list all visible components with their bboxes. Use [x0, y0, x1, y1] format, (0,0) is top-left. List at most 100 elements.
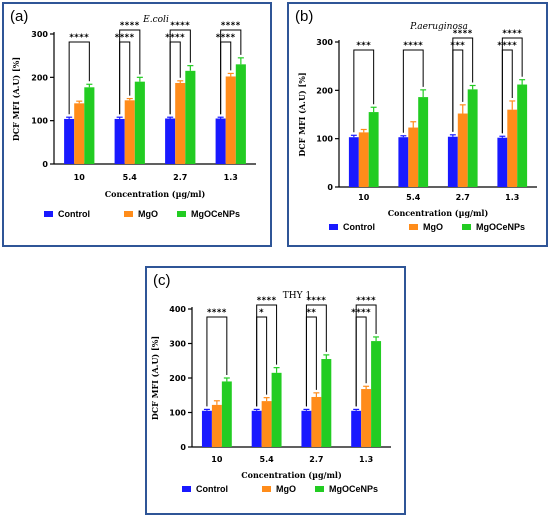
x-tick-label: 2.7 [309, 455, 323, 464]
x-tick-label: 5.4 [260, 455, 275, 464]
significance-bracket [402, 49, 424, 133]
significance-label: **** [221, 21, 241, 31]
bar-control-2.7 [301, 410, 312, 447]
significance-label: **** [170, 21, 190, 31]
y-tick-label: 200 [31, 73, 48, 82]
legend-label-mgo: MgO [276, 484, 296, 494]
bar-control-1.3 [215, 118, 226, 164]
significance-bracket [501, 37, 523, 134]
legend-swatch-mgocenps [315, 486, 324, 492]
significance-label: **** [69, 33, 89, 43]
bar-control-5.4 [398, 137, 409, 187]
chart-svg: P.aeruginosa 0 100 200 300 DCF MFI (A.U) [%] 1… [297, 22, 537, 232]
y-tick-label: 0 [180, 443, 186, 452]
panel-label-a: (a) [10, 8, 29, 25]
legend-label-control: Control [343, 222, 375, 232]
y-tick-label: 400 [169, 305, 186, 314]
bar-control-5.4 [251, 410, 262, 447]
legend-swatch-control [44, 211, 53, 217]
panel-label-c: (c) [153, 272, 171, 289]
legend-label-control: Control [58, 209, 90, 219]
bar-control-10 [201, 410, 212, 447]
panel-label-b: (b) [295, 8, 314, 25]
significance-bracket [452, 37, 474, 132]
significance-bracket [256, 304, 278, 407]
bar-control-2.7 [447, 136, 458, 187]
y-axis-label: DCF MFI (A.U) [%] [297, 72, 307, 156]
x-axis-label: Concentration (µg/ml) [388, 208, 489, 218]
bar-mgocenps-1.3 [371, 341, 382, 447]
x-tick-label: 1.3 [224, 173, 238, 182]
legend-label-mgocenps: MgOCeNPs [191, 209, 240, 219]
x-tick-label: 1.3 [359, 455, 373, 464]
bar-control-10 [348, 137, 359, 187]
bar-mgocenps-1.3 [517, 84, 528, 187]
bar-mgocenps-1.3 [235, 64, 246, 164]
x-tick-label: 2.7 [456, 193, 470, 202]
bar-mgocenps-10 [221, 381, 232, 447]
chart-title: THY 1 [283, 291, 311, 301]
bar-mgo-1.3 [507, 109, 518, 187]
chart-title: P.aeruginosa [409, 22, 468, 32]
bar-mgo-2.7 [457, 113, 468, 187]
bar-mgo-5.4 [408, 127, 419, 187]
x-tick-label: 10 [74, 173, 86, 182]
significance-label: **** [120, 21, 140, 31]
significance-label: **** [403, 41, 423, 51]
bar-control-10 [64, 118, 75, 164]
legend-swatch-mgo [262, 486, 271, 492]
significance-label: **** [216, 33, 236, 43]
significance-bracket [220, 29, 242, 115]
y-tick-label: 0 [327, 183, 333, 192]
bar-mgocenps-10 [368, 112, 379, 187]
legend-swatch-mgo [124, 211, 133, 217]
y-tick-label: 200 [169, 374, 186, 383]
significance-label: **** [257, 296, 277, 306]
chart-title: E.coli [142, 15, 169, 25]
y-axis-label: DCF MFI (A.U) [%] [11, 57, 21, 141]
significance-label: **** [497, 41, 517, 51]
y-tick-label: 300 [31, 30, 48, 39]
bar-mgocenps-2.7 [321, 359, 332, 447]
significance-label: ** [306, 308, 316, 318]
significance-label: **** [306, 296, 326, 306]
legend-swatch-mgo [409, 224, 418, 230]
y-tick-label: 200 [316, 86, 333, 95]
significance-bracket [206, 316, 228, 407]
legend-label-mgocenps: MgOCeNPs [329, 484, 378, 494]
bar-mgo-1.3 [225, 76, 236, 164]
bar-control-2.7 [165, 118, 176, 164]
significance-label: **** [502, 29, 522, 39]
y-tick-label: 300 [316, 38, 333, 47]
y-tick-label: 100 [316, 135, 333, 144]
legend-swatch-mgocenps [462, 224, 471, 230]
significance-bracket [119, 29, 141, 115]
x-tick-label: 10 [358, 193, 370, 202]
x-tick-label: 10 [211, 455, 223, 464]
x-tick-label: 1.3 [505, 193, 519, 202]
y-tick-label: 300 [169, 340, 186, 349]
y-tick-label: 100 [169, 409, 186, 418]
significance-bracket [68, 41, 90, 115]
bar-mgocenps-2.7 [185, 70, 196, 164]
chart-panel-a: (a) E.coli 0 100 200 300 DCF MFI (A.U) [%] 10 5… [2, 2, 272, 247]
significance-label: **** [165, 33, 185, 43]
significance-label: * [259, 308, 264, 318]
x-axis-label: Concentration (µg/ml) [241, 470, 342, 480]
bar-mgo-2.7 [311, 396, 322, 447]
bar-control-1.3 [351, 410, 362, 447]
x-tick-label: 2.7 [173, 173, 187, 182]
bar-mgocenps-2.7 [467, 89, 478, 187]
legend-label-mgocenps: MgOCeNPs [476, 222, 525, 232]
y-tick-label: 0 [42, 160, 48, 169]
significance-bracket [256, 316, 268, 407]
bar-mgo-5.4 [261, 401, 272, 447]
chart-svg: THY 1 0 100 200 300 400 DCF MFI (A.U) [%] 10 5.4… [150, 291, 391, 494]
significance-label: **** [351, 308, 371, 318]
bar-mgo-10 [74, 103, 85, 164]
significance-label: **** [356, 296, 376, 306]
significance-label: **** [207, 308, 227, 318]
x-axis-label: Concentration (µg/ml) [105, 189, 206, 199]
y-tick-label: 100 [31, 117, 48, 126]
significance-label: **** [453, 29, 473, 39]
